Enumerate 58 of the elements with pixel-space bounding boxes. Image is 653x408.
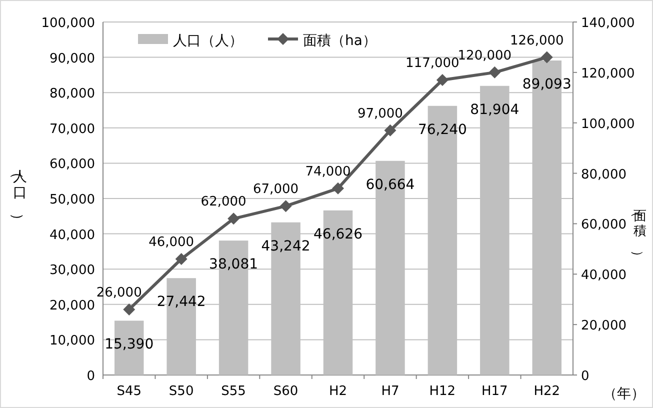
- data-label: 62,000: [200, 194, 246, 210]
- point: [123, 303, 136, 316]
- y-tick-label: 70,000: [50, 122, 95, 137]
- data-label: 81,904: [470, 102, 520, 118]
- data-label: 76,240: [418, 122, 467, 138]
- x-tick-label: S55: [221, 384, 246, 399]
- y-tick-label: 60,000: [50, 157, 95, 172]
- data-label: 120,000: [458, 48, 512, 64]
- data-label: 97,000: [357, 106, 403, 122]
- x-tick-label: S60: [273, 384, 298, 399]
- data-label: 15,390: [104, 336, 154, 353]
- legend-label: 面積（ha）: [303, 33, 376, 49]
- point: [228, 212, 240, 225]
- data-label: 27,442: [156, 294, 206, 310]
- x-tick-label: S45: [116, 384, 142, 399]
- point: [280, 200, 292, 212]
- x-tick-label: H7: [381, 384, 400, 399]
- y-tick-label: 30,000: [50, 263, 95, 278]
- x-tick-label: H17: [482, 384, 508, 399]
- y2-tick-label: 0: [581, 369, 590, 384]
- y-tick-label: 90,000: [50, 51, 95, 66]
- y-tick-label: 40,000: [50, 228, 95, 243]
- y2-tick-label: 100,000: [581, 116, 635, 132]
- y2-tick-label: 140,000: [581, 16, 635, 31]
- data-label: 26,000: [96, 285, 142, 300]
- y2-tick-label: 120,000: [581, 66, 635, 82]
- data-label: 43,242: [261, 238, 310, 254]
- x-tick-label: S50: [168, 384, 194, 399]
- y2-tick-label: 40,000: [581, 268, 626, 284]
- data-label: 46,626: [314, 226, 363, 242]
- point: [332, 182, 344, 194]
- y-tick-label: 50,000: [50, 192, 95, 208]
- y-tick-label: 100,000: [41, 16, 95, 31]
- y2-tick-label: 60,000: [581, 218, 626, 233]
- y2-tick-label: 20,000: [581, 318, 626, 334]
- data-label: 67,000: [253, 182, 299, 198]
- y-tick-label: 10,000: [50, 334, 95, 349]
- data-label: 117,000: [406, 56, 460, 71]
- data-label: 89,093: [522, 76, 572, 92]
- point: [384, 124, 396, 136]
- data-label: 126,000: [510, 33, 564, 48]
- data-label: 74,000: [305, 164, 351, 180]
- point: [175, 253, 188, 266]
- x-axis-title: （年）: [603, 386, 645, 402]
- point: [540, 51, 553, 64]
- legend-label: 人口（人）: [173, 33, 243, 49]
- x-tick-label: H12: [429, 384, 456, 399]
- y-tick-label: 0: [86, 369, 95, 384]
- data-label: 46,000: [148, 235, 194, 250]
- point: [488, 66, 501, 78]
- y-tick-label: 80,000: [50, 86, 95, 102]
- x-tick-label: H2: [328, 384, 348, 399]
- x-tick-label: H22: [534, 384, 560, 399]
- y-tick-label: 20,000: [50, 298, 95, 314]
- point: [436, 74, 448, 86]
- data-label: 38,081: [209, 256, 258, 273]
- y2-tick-label: 80,000: [581, 167, 626, 182]
- data-label: 60,664: [366, 176, 415, 193]
